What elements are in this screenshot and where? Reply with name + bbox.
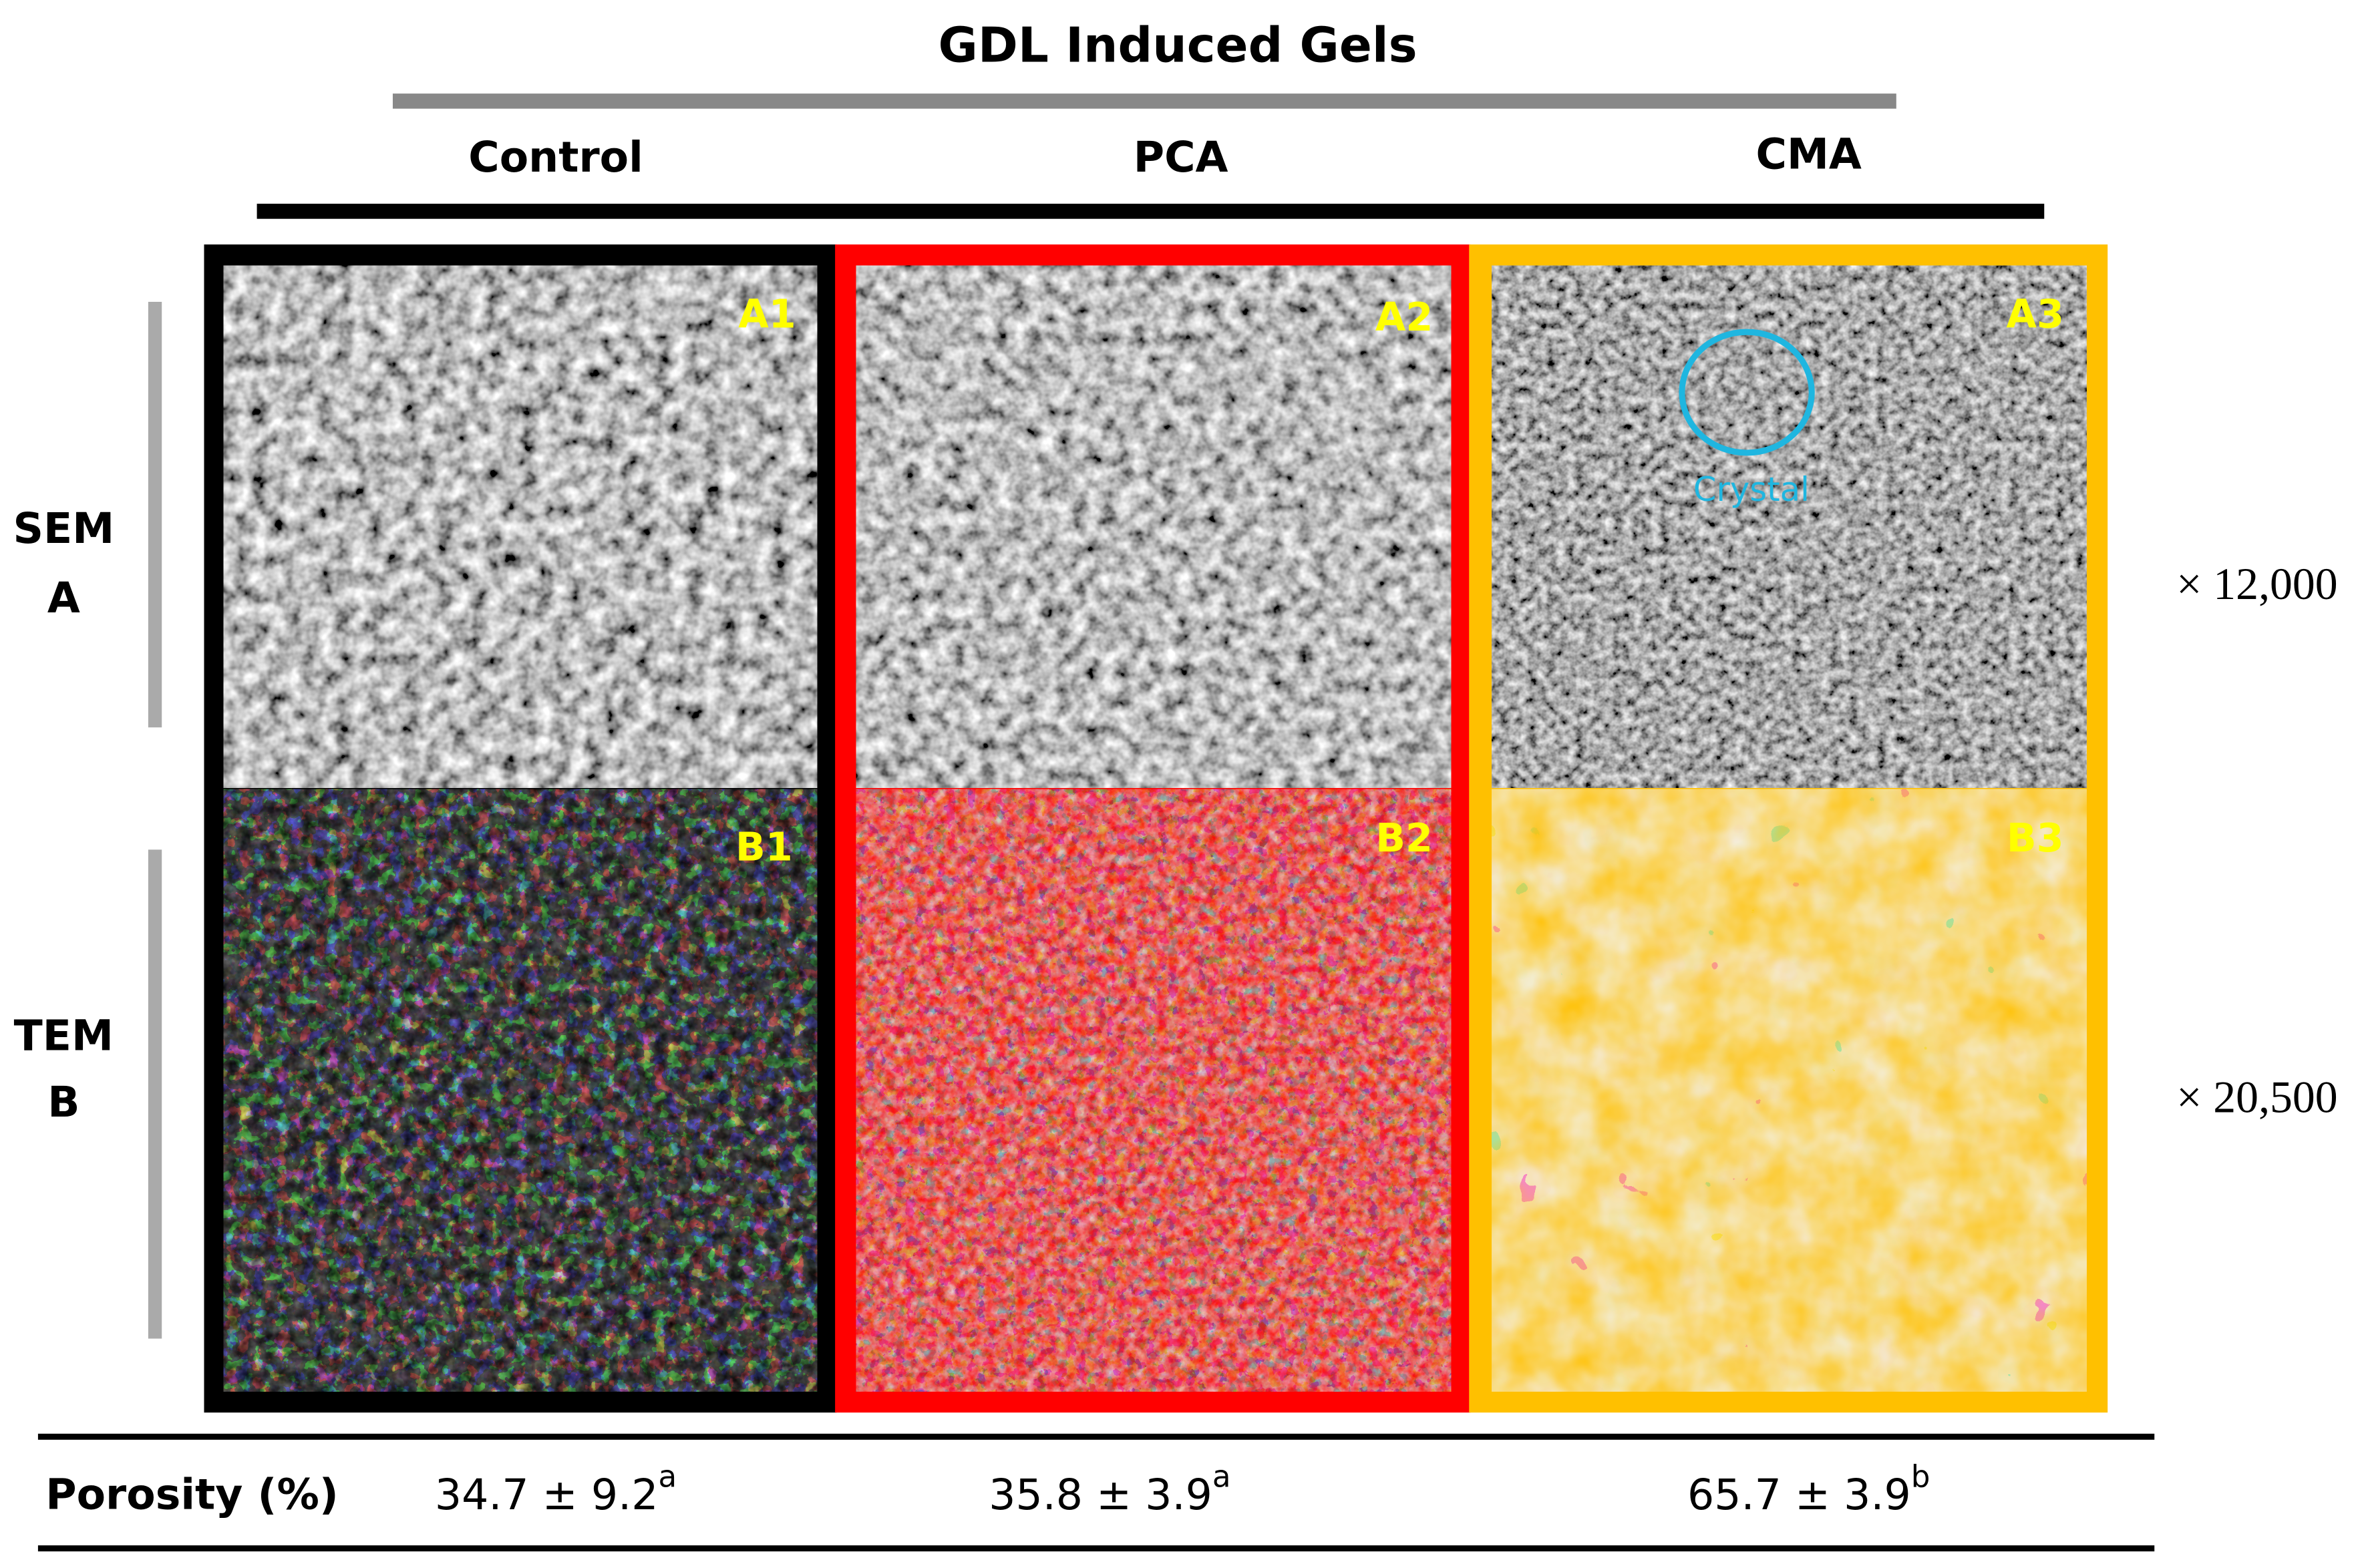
annotation: Crystal <box>1693 470 1810 509</box>
row-technique: TEM <box>14 1010 114 1060</box>
magnification: × 20,500 <box>2176 1072 2338 1122</box>
row-label: A <box>47 573 80 622</box>
crystal-circle <box>1679 329 1815 456</box>
column-bar <box>257 204 2045 219</box>
porosity-value: 65.7 ± 3.9b <box>1687 1459 1930 1519</box>
row-bar <box>148 301 162 728</box>
table-rule <box>37 1545 2155 1552</box>
porosity-value: 35.8 ± 3.9a <box>989 1459 1230 1519</box>
tem-image <box>856 789 1452 1392</box>
sem-image <box>856 265 1452 788</box>
row-technique: SEM <box>13 504 114 553</box>
value-text: 34.7 ± 9.2 <box>435 1469 659 1519</box>
superscript: a <box>1212 1459 1231 1495</box>
porosity-label: Porosity (%) <box>45 1469 339 1519</box>
panel-label: B3 <box>2007 815 2064 861</box>
tem-image <box>1492 789 2087 1392</box>
superscript: b <box>1911 1459 1930 1495</box>
value-text: 65.7 ± 3.9 <box>1687 1469 1911 1519</box>
panel-label: A2 <box>1375 294 1433 340</box>
title: GDL Induced Gels <box>939 17 1417 73</box>
panel-label: B2 <box>1375 815 1433 861</box>
tem-image <box>223 789 818 1392</box>
column-label: PCA <box>1134 132 1228 182</box>
magnification: × 12,000 <box>2176 559 2338 609</box>
column-label: Control <box>468 132 643 182</box>
title-bar <box>392 93 1896 109</box>
porosity-value: 34.7 ± 9.2a <box>435 1459 677 1519</box>
panel-label: A1 <box>738 291 796 337</box>
column-label: CMA <box>1756 130 1862 179</box>
panel-label: B1 <box>735 823 793 869</box>
sem-image <box>1492 265 2087 788</box>
sem-image <box>223 265 818 788</box>
row-label: B <box>47 1077 79 1127</box>
superscript: a <box>659 1459 677 1495</box>
value-text: 35.8 ± 3.9 <box>989 1469 1212 1519</box>
row-bar <box>148 849 162 1339</box>
panel-label: A3 <box>2007 291 2064 337</box>
table-rule <box>37 1433 2155 1440</box>
